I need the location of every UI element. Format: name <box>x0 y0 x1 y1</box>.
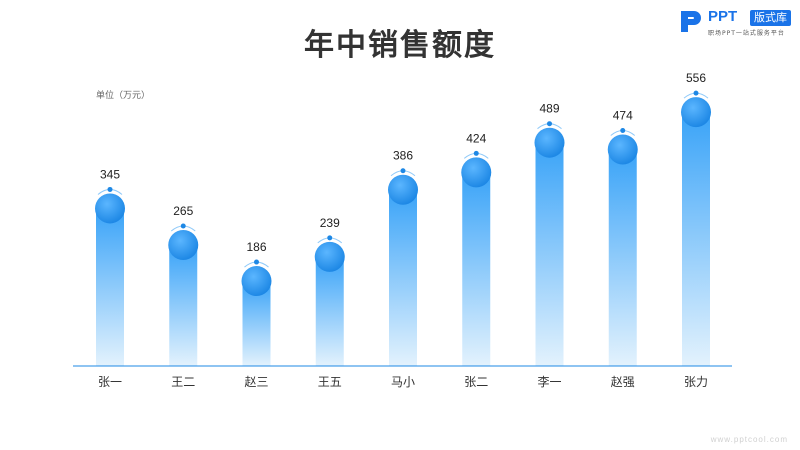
value-label: 556 <box>686 71 706 85</box>
value-label: 186 <box>246 240 266 254</box>
bar-bubble <box>681 97 711 128</box>
bar-group: 424 <box>461 131 492 366</box>
bar-top-dot <box>693 90 699 96</box>
x-tick-label: 张一 <box>98 375 122 389</box>
bar-bubble <box>607 134 638 165</box>
value-label: 474 <box>613 109 633 123</box>
bar-bubble <box>241 266 272 297</box>
bar-top-dot <box>547 121 552 127</box>
logo-brand-text: PPT <box>708 8 738 25</box>
bar-top-dot <box>400 168 406 174</box>
bar-top-dot <box>107 186 113 192</box>
bar <box>462 172 491 366</box>
bar <box>169 244 198 366</box>
bars-layer: 345 265 186 239 386 424 489 474 556 <box>95 71 711 367</box>
bar-group: 474 <box>607 109 638 366</box>
brand-logo: PPT 版式库 职场PPT一站式服务平台 <box>678 8 794 38</box>
bar-top-dot <box>327 235 333 241</box>
bar-top-dot <box>180 223 186 229</box>
value-label: 265 <box>173 204 193 218</box>
x-tick-label: 王五 <box>318 375 342 389</box>
bar <box>682 112 710 367</box>
bar-group: 265 <box>168 204 199 366</box>
value-label: 345 <box>100 167 120 181</box>
value-label: 239 <box>320 216 340 230</box>
x-tick-label: 张二 <box>464 375 488 389</box>
bar-group: 186 <box>241 240 272 366</box>
x-tick-label: 李一 <box>537 374 561 389</box>
logo-tagline: 职场PPT一站式服务平台 <box>708 30 785 37</box>
bar-group: 345 <box>95 167 125 366</box>
bar <box>608 149 637 366</box>
bar-bubble <box>314 241 345 272</box>
bar-top-dot <box>254 259 259 265</box>
bar <box>96 208 124 366</box>
chart-title: 年中销售额度 <box>304 28 496 63</box>
value-label: 386 <box>393 149 413 163</box>
bar-top-dot <box>473 150 479 156</box>
unit-label: 单位（万元） <box>96 91 151 101</box>
bar-group: 386 <box>388 149 418 366</box>
logo-mark-icon <box>681 11 701 32</box>
x-tick-label: 马小 <box>391 375 415 389</box>
bar-group: 489 <box>534 102 565 366</box>
bar-bubble <box>534 127 565 158</box>
x-tick-label: 王二 <box>171 375 195 389</box>
bar-group: 556 <box>681 71 711 367</box>
value-label: 424 <box>466 131 486 145</box>
watermark: www.pptcool.com <box>710 435 788 444</box>
value-label: 489 <box>539 102 559 116</box>
bar-bubble <box>95 193 125 224</box>
bar-bubble <box>461 157 492 188</box>
x-tick-label: 赵三 <box>244 375 268 389</box>
x-tick-label: 赵强 <box>611 375 635 389</box>
x-tick-labels: 张一 王二 赵三 王五 马小 张二 李一 赵强 张力 <box>98 374 708 389</box>
bar <box>535 142 564 366</box>
bar <box>315 256 344 366</box>
bar <box>389 189 417 366</box>
bar-group: 239 <box>314 216 345 366</box>
bar-bubble <box>388 174 418 205</box>
x-tick-label: 张力 <box>684 375 708 389</box>
bar-bubble <box>168 229 199 260</box>
logo-badge: 版式库 <box>750 10 791 26</box>
bar-top-dot <box>620 128 626 134</box>
